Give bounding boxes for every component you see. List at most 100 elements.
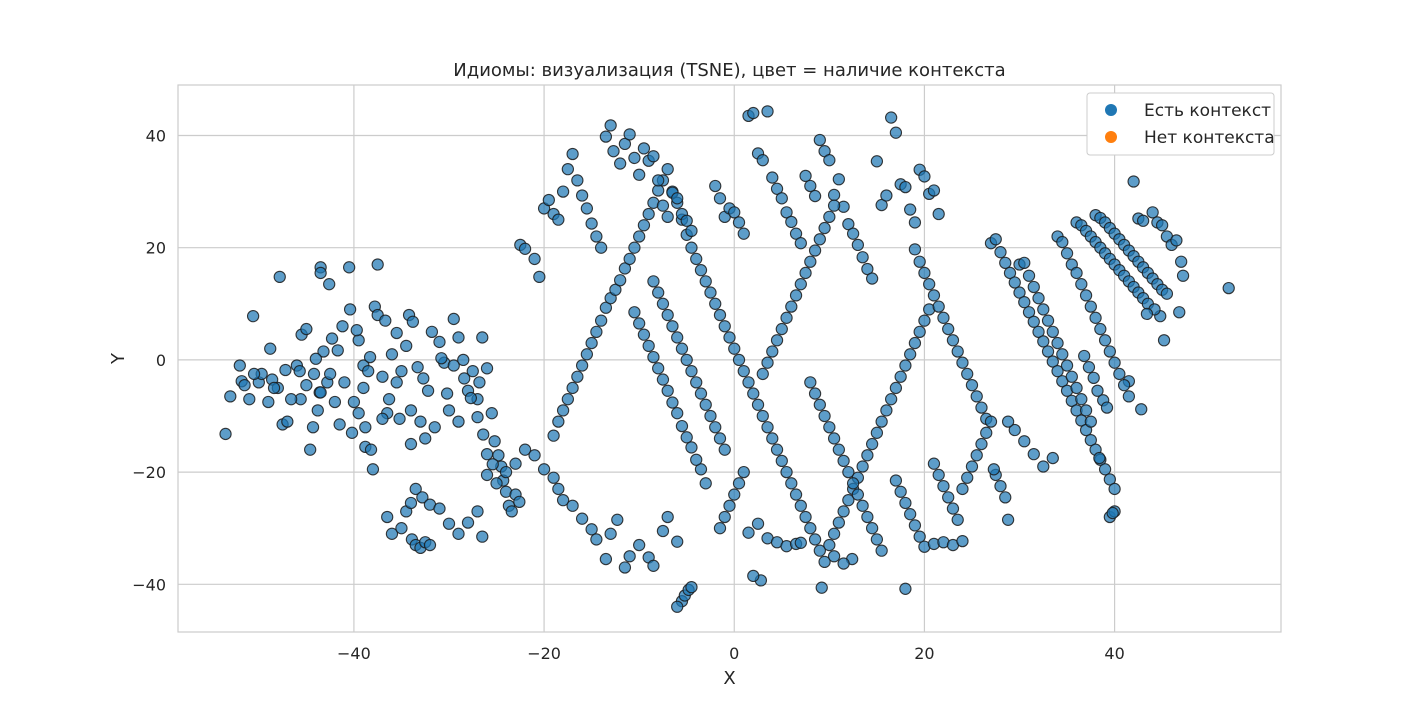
scatter-point	[285, 393, 298, 406]
scatter-point	[799, 510, 812, 524]
scatter-point	[913, 325, 926, 339]
scatter-point	[675, 342, 689, 355]
scatter-point	[927, 289, 941, 302]
scatter-point	[704, 286, 717, 299]
scatter-point	[965, 460, 979, 473]
scatter-point	[618, 262, 632, 275]
scatter-point	[851, 488, 865, 501]
scatter-point	[435, 352, 448, 365]
scatter-point	[813, 398, 826, 411]
scatter-point	[585, 523, 598, 536]
scatter-point	[775, 454, 788, 468]
scatter-point	[680, 214, 693, 227]
scatter-point	[747, 387, 760, 400]
scatter-point	[656, 199, 670, 212]
scatter-point	[747, 569, 760, 583]
scatter-point	[1027, 315, 1040, 328]
scatter-point	[709, 179, 722, 193]
scatter-point	[865, 272, 879, 285]
plot-frame	[177, 84, 1282, 633]
scatter-point	[699, 275, 712, 288]
scatter-point	[690, 453, 703, 466]
scatter-point	[428, 421, 441, 434]
scatter-point	[390, 376, 403, 389]
scatter-point	[1106, 506, 1119, 520]
scatter-point	[870, 155, 884, 168]
scatter-point	[309, 352, 323, 365]
scatter-point	[1070, 381, 1083, 395]
scatter-point	[618, 561, 632, 574]
scatter-point	[547, 429, 560, 442]
scatter-point	[476, 530, 489, 543]
scatter-point	[942, 491, 955, 504]
scatter-point	[775, 322, 788, 336]
scatter-point	[785, 215, 798, 229]
scatter-point	[713, 192, 727, 205]
scatter-point	[675, 419, 689, 433]
scatter-point	[414, 415, 427, 428]
scatter-point	[994, 479, 1007, 493]
scatter-point	[780, 465, 793, 479]
scatter-point	[1108, 356, 1121, 369]
scatter-point	[1093, 451, 1106, 465]
scatter-point	[804, 522, 817, 535]
scatter-point	[661, 510, 674, 524]
scatter-point	[690, 252, 703, 266]
scatter-point	[913, 255, 926, 268]
scatter-point	[666, 396, 679, 409]
scatter-point	[561, 163, 575, 176]
scatter-point	[661, 384, 674, 397]
scatter-point	[452, 527, 465, 540]
scatter-point	[851, 238, 865, 252]
scatter-point	[813, 133, 826, 147]
scatter-point	[575, 359, 589, 372]
scatter-point	[856, 251, 869, 264]
scatter-point	[884, 111, 898, 124]
scatter-point	[804, 255, 817, 268]
scatter-point	[904, 508, 917, 521]
scatter-point	[937, 311, 950, 324]
scatter-point	[466, 364, 479, 378]
scatter-point	[566, 147, 579, 161]
scatter-point	[994, 246, 1007, 259]
scatter-point	[742, 526, 755, 539]
scatter-point	[1098, 463, 1112, 476]
scatter-point	[1008, 423, 1021, 437]
scatter-point	[331, 344, 344, 357]
scatter-point	[987, 463, 1000, 476]
scatter-point	[473, 376, 486, 389]
scatter-point	[704, 409, 717, 423]
scatter-point	[975, 401, 988, 414]
scatter-point	[761, 356, 774, 369]
scatter-point	[599, 552, 613, 566]
scatter-point	[281, 415, 294, 428]
scatter-point	[352, 407, 365, 420]
scatter-point	[808, 533, 822, 546]
legend-marker-context	[1105, 104, 1117, 116]
scatter-point	[799, 169, 812, 183]
scatter-point	[737, 227, 750, 240]
scatter-point	[827, 199, 841, 212]
scatter-point	[1001, 513, 1015, 526]
scatter-point	[300, 378, 313, 392]
scatter-point	[1108, 482, 1121, 496]
scatter-point	[918, 266, 931, 280]
scatter-point	[264, 342, 277, 355]
scatter-point	[732, 216, 746, 229]
scatter-point	[304, 443, 317, 456]
scatter-point	[680, 353, 693, 367]
scatter-point	[404, 437, 418, 451]
scatter-point	[1027, 280, 1040, 294]
scatter-point	[908, 243, 922, 256]
scatter-point	[690, 376, 703, 389]
scatter-point	[417, 372, 430, 385]
scatter-point	[477, 428, 490, 441]
scatter-point	[633, 168, 646, 181]
scatter-point	[385, 527, 399, 540]
x-tick-label: 20	[914, 644, 934, 663]
scatter-point	[480, 448, 494, 461]
scatter-point	[856, 499, 869, 512]
scatter-point	[794, 278, 807, 291]
scatter-point	[652, 286, 665, 299]
scatter-point	[442, 517, 456, 530]
